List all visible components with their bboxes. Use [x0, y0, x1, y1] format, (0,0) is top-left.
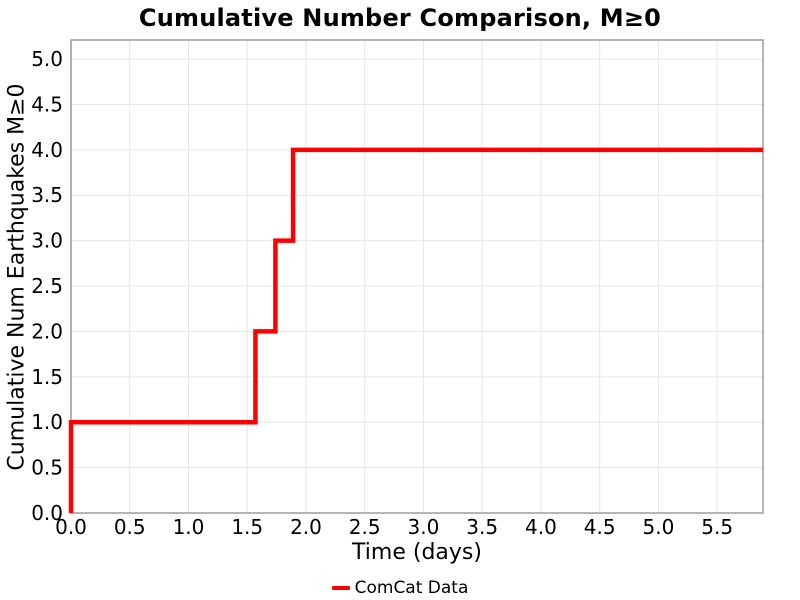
x-tick-label: 3.5 [466, 515, 498, 539]
y-tick-label: 3.0 [31, 229, 63, 253]
x-tick-label: 5.0 [643, 515, 675, 539]
legend-line-marker [331, 586, 350, 590]
y-tick-label: 4.5 [31, 92, 63, 116]
y-tick-label: 5.0 [31, 47, 63, 71]
x-tick-label: 4.0 [525, 515, 557, 539]
x-tick-label: 0.5 [114, 515, 146, 539]
y-tick-label: 1.0 [31, 410, 63, 434]
x-tick-label: 1.5 [231, 515, 263, 539]
x-tick-label: 2.5 [349, 515, 381, 539]
plot-border [70, 39, 764, 514]
y-tick-label: 2.0 [31, 319, 63, 343]
series-line-comcat-data [68, 147, 763, 513]
x-tick-label: 3.0 [408, 515, 440, 539]
legend: ComCat Data [0, 578, 800, 598]
y-tick-label: 1.5 [31, 365, 63, 389]
y-axis-label: Cumulative Num Earthquakes M≥0 [4, 83, 30, 471]
legend-label: ComCat Data [354, 578, 469, 598]
x-tick-label: 2.0 [290, 515, 322, 539]
y-tick-label: 0.5 [31, 456, 63, 480]
x-tick-label: 1.0 [173, 515, 205, 539]
x-axis-label: Time (days) [352, 540, 482, 565]
chart-title: Cumulative Number Comparison, M≥0 [138, 4, 662, 32]
x-tick-label: 4.5 [584, 515, 616, 539]
x-tick-label: 5.5 [701, 515, 733, 539]
y-tick-label: 4.0 [31, 138, 63, 162]
x-tick-label: 0.0 [55, 515, 87, 539]
y-tick-label: 3.5 [31, 183, 63, 207]
y-tick-label: 0.0 [31, 501, 63, 525]
y-tick-label: 2.5 [31, 274, 63, 298]
